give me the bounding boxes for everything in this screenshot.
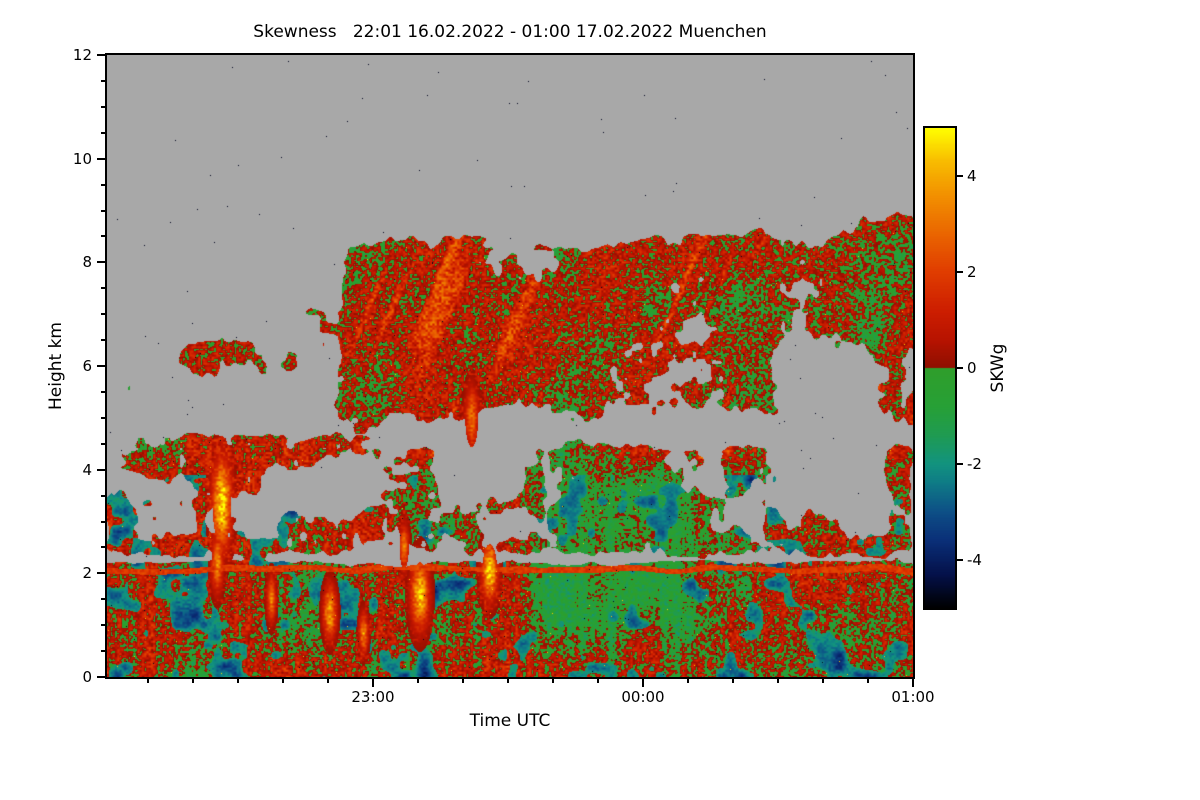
x-tick-label: 01:00 bbox=[891, 688, 935, 706]
x-minor-tick bbox=[192, 679, 194, 683]
y-tick-label: 4 bbox=[82, 461, 92, 479]
x-tick-label: 23:00 bbox=[351, 688, 395, 706]
y-major-tick bbox=[97, 469, 105, 471]
colorbar-tick bbox=[957, 463, 963, 465]
colorbar-tick bbox=[957, 271, 963, 273]
y-major-tick bbox=[97, 572, 105, 574]
x-minor-tick bbox=[147, 679, 149, 683]
y-axis-label: Height km bbox=[46, 321, 66, 411]
heatmap-canvas bbox=[107, 55, 913, 677]
colorbar-tick-label: -4 bbox=[967, 551, 982, 569]
y-tick-label: 8 bbox=[82, 253, 92, 271]
plot-area bbox=[105, 53, 915, 679]
x-minor-tick bbox=[822, 679, 824, 683]
colorbar-label: SKWg bbox=[988, 343, 1008, 393]
y-tick-label: 2 bbox=[82, 564, 92, 582]
y-major-tick bbox=[97, 158, 105, 160]
x-minor-tick bbox=[417, 679, 419, 683]
x-minor-tick bbox=[282, 679, 284, 683]
colorbar-gradient bbox=[925, 128, 955, 608]
y-tick-label: 12 bbox=[72, 46, 92, 64]
x-minor-tick bbox=[867, 679, 869, 683]
colorbar-tick-label: 4 bbox=[967, 167, 977, 185]
y-major-tick bbox=[97, 54, 105, 56]
y-major-tick bbox=[97, 676, 105, 678]
x-minor-tick bbox=[597, 679, 599, 683]
chart-title: Skewness 22:01 16.02.2022 - 01:00 17.02.… bbox=[253, 22, 767, 42]
colorbar-tick-label: -2 bbox=[967, 455, 982, 473]
colorbar-tick bbox=[957, 367, 963, 369]
x-minor-tick bbox=[732, 679, 734, 683]
y-tick-label: 10 bbox=[72, 150, 92, 168]
x-minor-tick bbox=[237, 679, 239, 683]
y-tick-label: 0 bbox=[82, 668, 92, 686]
x-minor-tick bbox=[462, 679, 464, 683]
x-tick-label: 00:00 bbox=[621, 688, 665, 706]
x-major-tick bbox=[912, 679, 914, 687]
x-major-tick bbox=[372, 679, 374, 687]
x-minor-tick bbox=[777, 679, 779, 683]
colorbar bbox=[923, 126, 957, 610]
x-minor-tick bbox=[687, 679, 689, 683]
x-minor-tick bbox=[327, 679, 329, 683]
colorbar-tick-label: 2 bbox=[967, 263, 977, 281]
y-major-tick bbox=[97, 365, 105, 367]
colorbar-tick bbox=[957, 175, 963, 177]
y-major-tick bbox=[97, 261, 105, 263]
x-major-tick bbox=[642, 679, 644, 687]
x-minor-tick bbox=[507, 679, 509, 683]
x-minor-tick bbox=[552, 679, 554, 683]
colorbar-tick bbox=[957, 559, 963, 561]
x-axis-label: Time UTC bbox=[469, 711, 551, 731]
